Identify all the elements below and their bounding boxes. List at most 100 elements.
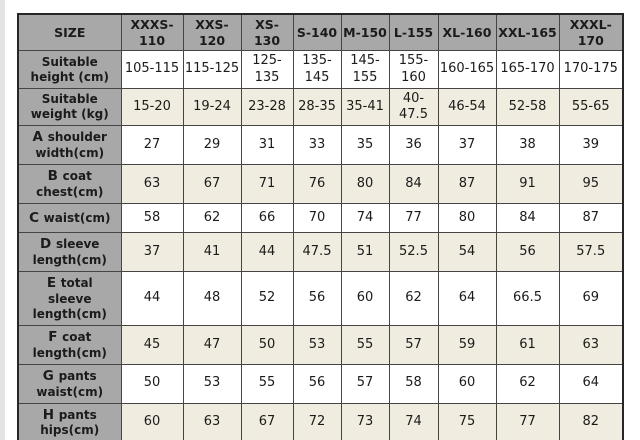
table-cell: 87 <box>558 203 624 233</box>
table-row: A shoulder width(cm) 27 29 31 33 35 36 37 38 39 <box>17 125 624 166</box>
row-label-prefix: E <box>46 274 61 291</box>
table-cell: 57 <box>388 324 439 365</box>
row-label: C waist(cm) <box>17 203 122 233</box>
table-cell: 44 <box>120 270 184 326</box>
column-header: XXL-165 <box>495 13 560 52</box>
header-row: SIZE XXXS-110 XXS-120 XS-130 S-140 M-150… <box>17 13 624 52</box>
row-label-text: sleeve length(cm) <box>32 237 107 267</box>
table-row: Suitable weight (kg) 15-20 19-24 23-28 28-35… <box>17 87 624 127</box>
table-cell: 55 <box>340 324 390 365</box>
row-label-text: total sleeve length(cm) <box>32 275 107 321</box>
table-cell: 87 <box>437 164 497 204</box>
table-row: Suitable height (cm) 105-115 115-125 125-13… <box>17 50 624 89</box>
table-cell: 62 <box>182 203 242 233</box>
table-body: Suitable height (cm) 105-115 115-125 125-13… <box>17 50 624 440</box>
row-label-prefix: H <box>42 406 59 423</box>
table-cell: 70 <box>292 203 342 233</box>
table-cell: 35-41 <box>340 87 390 127</box>
table-cell: 76 <box>292 164 342 204</box>
table-cell: 62 <box>495 363 560 404</box>
column-header: XL-160 <box>437 13 497 52</box>
table-cell: 56 <box>495 232 560 272</box>
table-cell: 95 <box>558 164 624 204</box>
table-cell: 15-20 <box>120 87 184 127</box>
column-header: XXXL-170 <box>558 13 624 52</box>
table-cell: 115-125 <box>182 50 242 89</box>
table-cell: 84 <box>388 164 439 204</box>
table-cell: 52 <box>240 270 294 326</box>
table-cell: 19-24 <box>182 87 242 127</box>
table-cell: 82 <box>558 402 624 440</box>
table-cell: 59 <box>437 324 497 365</box>
row-label-prefix: A <box>32 129 48 146</box>
row-label-text: coat length(cm) <box>32 329 107 360</box>
table-cell: 91 <box>495 164 560 204</box>
table-cell: 53 <box>292 324 342 365</box>
table-cell: 60 <box>340 270 390 326</box>
table-cell: 57.5 <box>558 232 624 272</box>
table-row: B coat chest(cm) 63 67 71 76 80 84 87 91 95 <box>17 164 624 204</box>
table-cell: 84 <box>495 203 560 233</box>
table-cell: 62 <box>388 270 439 326</box>
row-label-text: pants waist(cm) <box>36 368 104 399</box>
row-label: D sleeve length(cm) <box>17 232 122 272</box>
table-cell: 80 <box>340 164 390 204</box>
table-cell: 44 <box>240 232 294 272</box>
size-chart-table: SIZE XXXS-110 XXS-120 XS-130 S-140 M-150… <box>17 13 624 440</box>
table-cell: 28-35 <box>292 87 342 127</box>
table-cell: 50 <box>240 324 294 365</box>
row-label-text: Suitable weight (kg) <box>30 92 109 121</box>
table-cell: 52.5 <box>388 232 439 272</box>
row-label-text: coat chest(cm) <box>36 169 104 199</box>
table-cell: 39 <box>558 125 624 166</box>
table-cell: 71 <box>240 164 294 204</box>
column-header: M-150 <box>340 13 390 52</box>
table-cell: 66 <box>240 203 294 233</box>
table-cell: 55 <box>240 363 294 404</box>
table-cell: 47 <box>182 324 242 365</box>
table-cell: 37 <box>120 232 184 272</box>
table-cell: 74 <box>340 203 390 233</box>
table-cell: 45 <box>120 324 184 365</box>
table-cell: 57 <box>340 363 390 404</box>
table-cell: 125-135 <box>240 50 294 89</box>
table-cell: 35 <box>340 125 390 166</box>
table-cell: 170-175 <box>558 50 624 89</box>
row-label: B coat chest(cm) <box>17 164 122 204</box>
table-cell: 75 <box>437 402 497 440</box>
table-cell: 27 <box>120 125 184 166</box>
table-cell: 37 <box>437 125 497 166</box>
table-row: D sleeve length(cm) 37 41 44 47.5 51 52.5 54 56 5… <box>17 232 624 272</box>
table-row: E total sleeve length(cm) 44 48 52 56 60 62 64 6… <box>17 270 624 326</box>
table-cell: 51 <box>340 232 390 272</box>
table-cell: 145-155 <box>340 50 390 89</box>
column-header: XXXS-110 <box>120 13 184 52</box>
table-cell: 80 <box>437 203 497 233</box>
table-cell: 58 <box>388 363 439 404</box>
column-header: S-140 <box>292 13 342 52</box>
table-cell: 47.5 <box>292 232 342 272</box>
table-row: C waist(cm) 58 62 66 70 74 77 80 84 87 <box>17 203 624 233</box>
table-cell: 72 <box>292 402 342 440</box>
table-cell: 160-165 <box>437 50 497 89</box>
row-label-text: pants hips(cm) <box>40 407 100 438</box>
table-cell: 77 <box>388 203 439 233</box>
table-cell: 29 <box>182 125 242 166</box>
table-cell: 41 <box>182 232 242 272</box>
table-cell: 56 <box>292 363 342 404</box>
row-label: H pants hips(cm) <box>17 402 122 440</box>
row-label-text: waist(cm) <box>43 210 111 225</box>
table-cell: 64 <box>558 363 624 404</box>
table-cell: 155-160 <box>388 50 439 89</box>
row-label-prefix: G <box>42 367 59 384</box>
table-cell: 36 <box>388 125 439 166</box>
table-cell: 69 <box>558 270 624 326</box>
table-cell: 56 <box>292 270 342 326</box>
row-label: Suitable weight (kg) <box>17 87 122 127</box>
row-label: Suitable height (cm) <box>17 50 122 89</box>
row-label-text: Suitable height (cm) <box>30 54 109 84</box>
table-row: G pants waist(cm) 50 53 55 56 57 58 60 62 64 <box>17 363 624 404</box>
row-label: E total sleeve length(cm) <box>17 270 122 326</box>
table-cell: 50 <box>120 363 184 404</box>
